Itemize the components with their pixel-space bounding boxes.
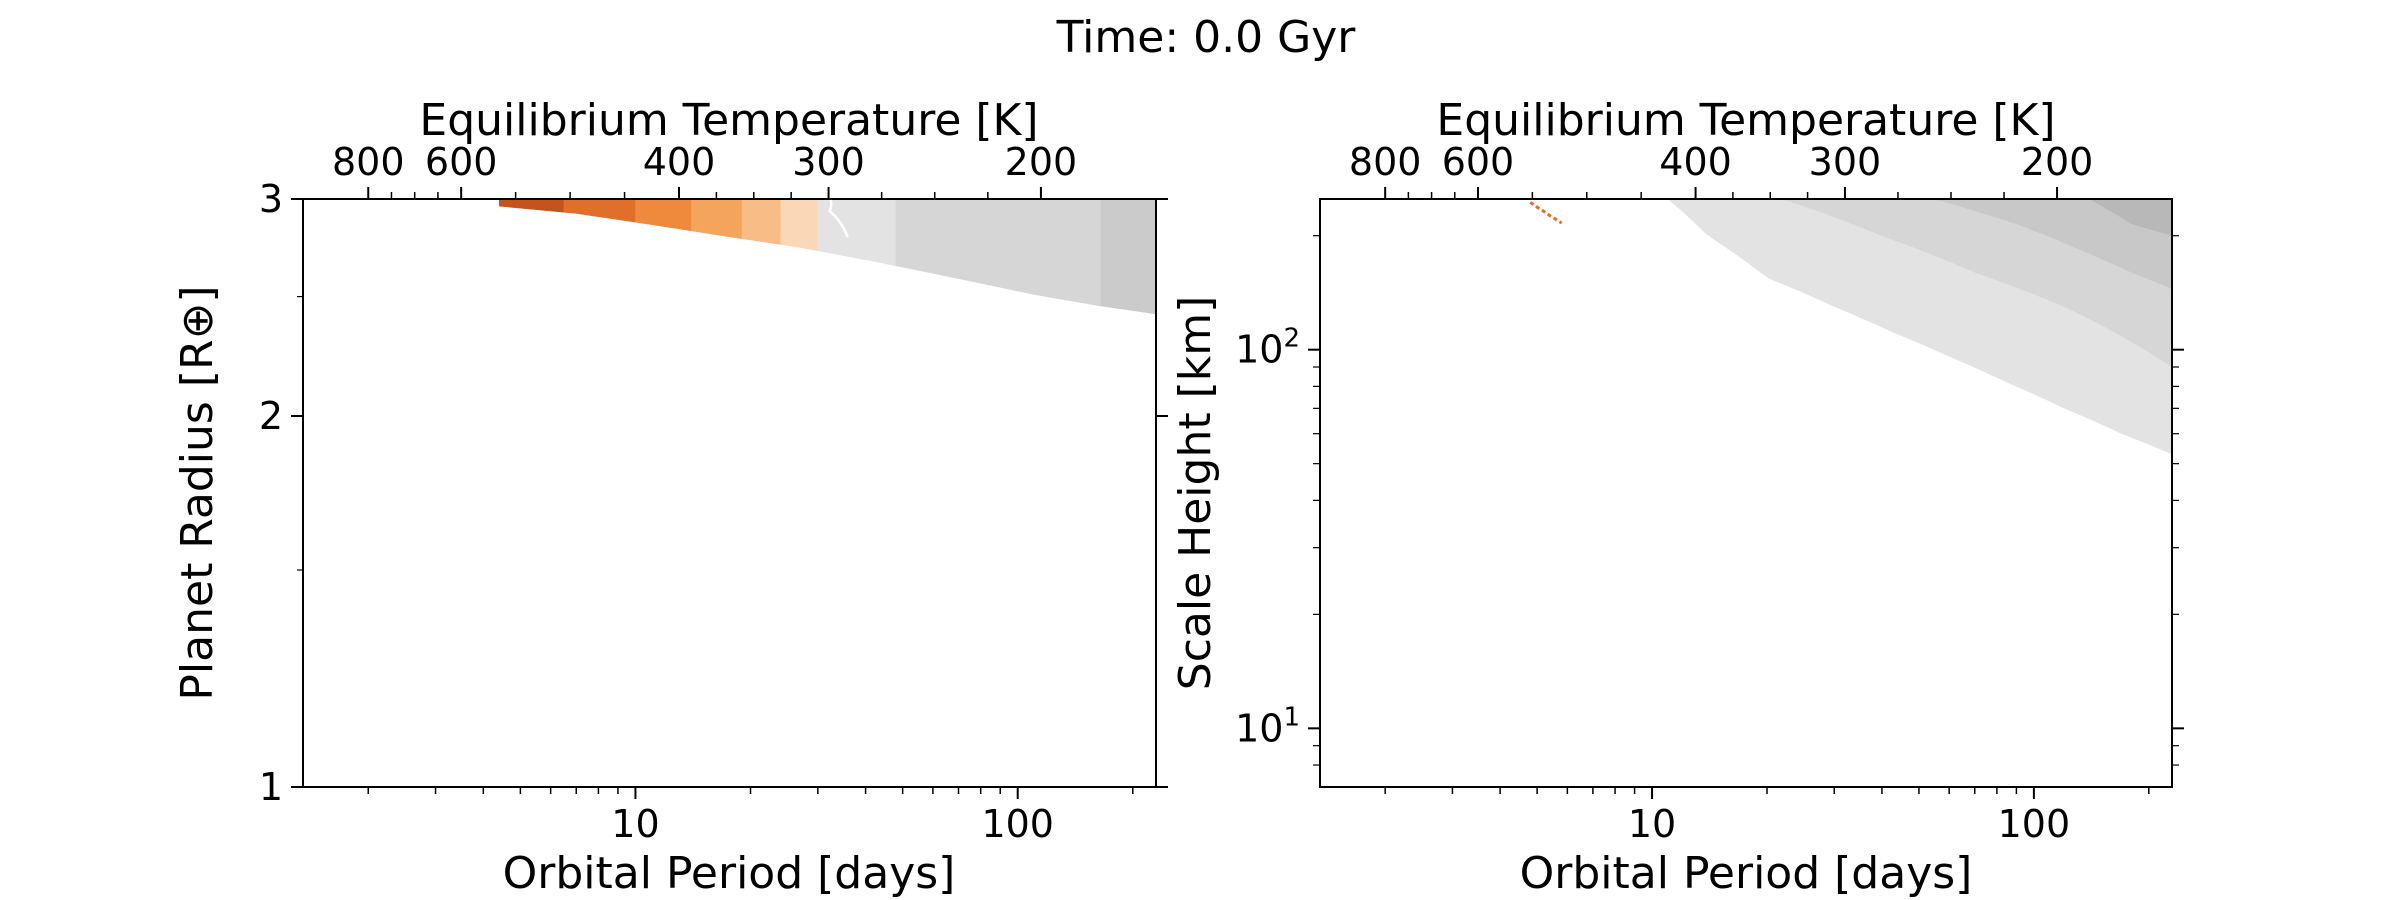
left-heatmap bbox=[498, 189, 1157, 315]
right-orange-streak bbox=[1529, 201, 1563, 225]
left-ticks: 10 100 800 600 400 300 200 1 2 3 bbox=[259, 140, 1168, 846]
left-top-tick-label: 800 bbox=[332, 140, 405, 184]
left-x-tick-label: 100 bbox=[981, 802, 1054, 846]
left-axes-frame bbox=[302, 198, 1157, 788]
right-top-tick-label: 600 bbox=[1442, 140, 1515, 184]
left-heatmap-region bbox=[563, 198, 636, 223]
left-contour-line bbox=[819, 189, 849, 238]
right-y-tick-label: 102 bbox=[1235, 324, 1300, 372]
left-y-axis-label: Planet Radius [R⊕] bbox=[172, 285, 223, 700]
left-heatmap-region bbox=[741, 198, 782, 245]
left-y-tick-label: 3 bbox=[259, 177, 283, 221]
right-y-axis-label: Scale Height [km] bbox=[1170, 296, 1221, 690]
left-x-axis-label: Orbital Period [days] bbox=[503, 848, 956, 899]
figure-title: Time: 0.0 Gyr bbox=[1056, 12, 1357, 63]
right-x-tick-label: 100 bbox=[1998, 802, 2071, 846]
right-heatmap-band bbox=[2088, 198, 2173, 237]
left-heatmap-region bbox=[817, 198, 897, 267]
left-top-tick-label: 400 bbox=[643, 140, 716, 184]
right-top-tick-label: 300 bbox=[1809, 140, 1882, 184]
left-top-tick-label: 600 bbox=[425, 140, 498, 184]
right-top-tick-label: 400 bbox=[1659, 140, 1732, 184]
right-x-axis-label: Orbital Period [days] bbox=[1520, 848, 1973, 899]
left-y-tick-label: 2 bbox=[259, 394, 283, 438]
right-heatmap-band bbox=[1934, 198, 2173, 289]
left-top-tick-label: 200 bbox=[1005, 140, 1078, 184]
left-heatmap-region bbox=[635, 198, 692, 232]
right-y-tick-label: 101 bbox=[1235, 702, 1300, 750]
left-heatmap-region bbox=[895, 198, 1102, 307]
left-top-tick-label: 300 bbox=[792, 140, 865, 184]
left-top-axis-label: Equilibrium Temperature [K] bbox=[419, 95, 1038, 146]
right-top-axis-label: Equilibrium Temperature [K] bbox=[1436, 95, 2055, 146]
left-x-tick-label: 10 bbox=[611, 802, 659, 846]
left-heatmap-region bbox=[691, 198, 743, 239]
left-y-tick-label: 1 bbox=[259, 765, 283, 809]
left-heatmap-region bbox=[1100, 198, 1157, 315]
right-top-tick-label: 200 bbox=[2021, 140, 2094, 184]
left-panel: 10 100 800 600 400 300 200 1 2 3 Orbital Period [… bbox=[172, 95, 1168, 899]
right-ticks: 10 100 800 600 400 300 200 101 102 bbox=[1235, 140, 2184, 846]
right-top-tick-label: 800 bbox=[1349, 140, 1422, 184]
right-heatmap bbox=[1529, 198, 2173, 455]
right-axes-frame bbox=[1319, 198, 2173, 788]
right-panel: 10 100 800 600 400 300 200 101 102 Orbital Perio… bbox=[1170, 95, 2184, 899]
left-heatmap-region bbox=[498, 198, 565, 213]
left-heatmap-region bbox=[780, 198, 819, 252]
right-x-tick-label: 10 bbox=[1628, 802, 1676, 846]
